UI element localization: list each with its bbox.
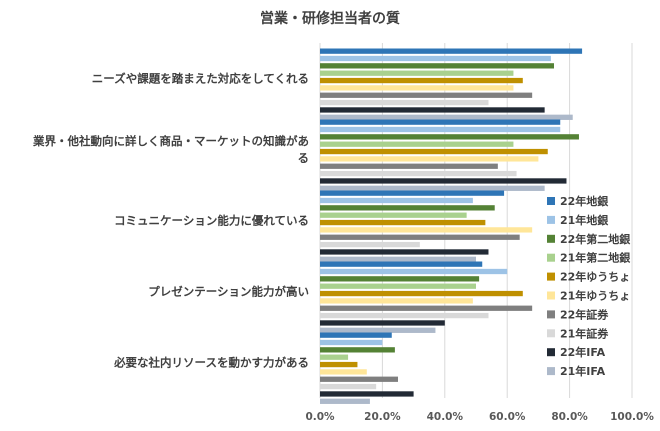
bar	[320, 55, 551, 62]
bar	[320, 249, 489, 255]
bar	[320, 290, 523, 297]
bar	[320, 391, 414, 397]
legend-label: 21年ゆうちょ	[560, 289, 630, 303]
bar	[320, 156, 539, 162]
legend-swatch	[547, 329, 555, 338]
legend: 22年地銀 21年地銀 22年第二地銀 21年第二地銀 22年ゆうちょ 21年ゆうちょ 22…	[547, 194, 630, 378]
bar	[320, 332, 392, 338]
legend-label: 21年地銀	[560, 213, 608, 227]
bar	[320, 219, 486, 226]
x-tick-label: 60.0%	[489, 411, 526, 423]
legend-label: 22年証券	[560, 307, 609, 321]
bar	[320, 190, 505, 196]
x-axis-ticks: 0.0% 20.0% 40.0% 60.0% 80.0% 100.0%	[305, 411, 654, 423]
category-label: プレゼンテーション能力が高い	[148, 285, 309, 299]
bar	[320, 212, 467, 218]
category-label: ニーズや課題を踏まえた対応をしてくれる	[92, 72, 309, 86]
legend-swatch	[547, 215, 555, 224]
bar	[320, 268, 508, 275]
legend-label: 22年第二地銀	[560, 232, 630, 246]
bar	[320, 170, 517, 177]
x-tick-label: 20.0%	[364, 411, 401, 423]
bar	[320, 114, 573, 120]
category-label: 業界・他社動向に詳しく商品・マーケットの知識がある	[32, 134, 309, 165]
legend-label: 22年地銀	[560, 194, 608, 208]
bar	[320, 361, 358, 368]
bar	[320, 376, 398, 382]
legend-swatch	[547, 197, 555, 205]
bar	[320, 234, 520, 240]
bar	[320, 347, 395, 353]
bar	[320, 398, 370, 404]
legend-swatch	[547, 253, 555, 262]
legend-label: 21年IFA	[560, 364, 606, 378]
bar	[320, 241, 420, 248]
bar	[320, 298, 473, 304]
bar	[320, 185, 545, 191]
chart-title: 営業・研修担当者の質	[260, 10, 400, 27]
bar	[320, 327, 436, 333]
x-tick-label: 0.0%	[305, 411, 335, 423]
legend-swatch	[547, 348, 555, 357]
legend-swatch	[547, 272, 555, 281]
bar	[320, 320, 445, 326]
category-label: コミュニケーション能力に優れている	[114, 214, 309, 228]
bar	[320, 134, 579, 140]
bar	[320, 141, 514, 147]
legend-label: 22年ゆうちょ	[560, 270, 630, 284]
bar	[320, 63, 554, 69]
bar	[320, 178, 567, 184]
bar	[320, 77, 523, 84]
bar	[320, 70, 514, 76]
x-tick-label: 80.0%	[551, 411, 588, 423]
bars	[320, 48, 583, 404]
bar	[320, 256, 476, 262]
x-tick-label: 40.0%	[427, 411, 464, 423]
category-label: 必要な社内リソースを動かす力がある	[113, 356, 309, 370]
bar	[320, 205, 495, 211]
x-tick-label: 100.0%	[610, 411, 654, 423]
bar	[320, 354, 349, 360]
bar	[320, 85, 514, 91]
bar	[320, 339, 383, 346]
bar	[320, 276, 480, 282]
category-labels: ニーズや課題を踏まえた対応をしてくれる業界・他社動向に詳しく商品・マーケットの知…	[32, 72, 309, 370]
bar	[320, 92, 533, 98]
bar	[320, 197, 473, 204]
bar	[320, 227, 533, 233]
legend-label: 22年IFA	[560, 345, 606, 359]
legend-swatch	[547, 291, 555, 300]
bar	[320, 119, 561, 125]
legend-label: 21年証券	[560, 326, 609, 340]
bar	[320, 283, 476, 289]
bar	[320, 369, 367, 375]
legend-label: 21年第二地銀	[560, 251, 630, 265]
bar	[320, 261, 483, 267]
legend-swatch	[547, 234, 555, 243]
bar	[320, 383, 377, 390]
legend-swatch	[547, 310, 555, 319]
bar	[320, 107, 545, 113]
bar	[320, 163, 498, 169]
bar	[320, 312, 489, 319]
bar	[320, 99, 489, 106]
bar	[320, 305, 533, 311]
legend-swatch	[547, 367, 555, 376]
bar	[320, 148, 548, 155]
bar	[320, 48, 583, 54]
bar	[320, 126, 561, 133]
